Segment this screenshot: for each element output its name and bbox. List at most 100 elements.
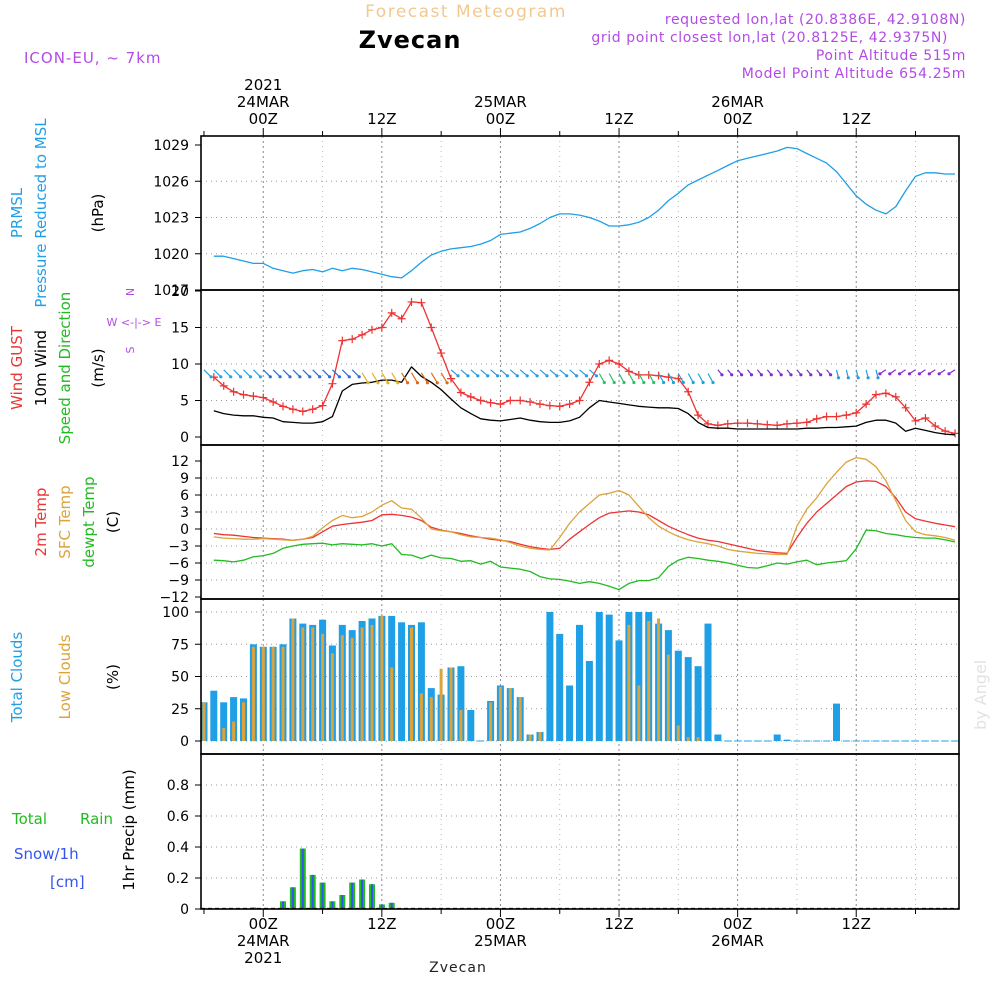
clouds-axis-label: (%) — [104, 664, 122, 690]
gust-marker — [555, 402, 564, 411]
wind-arrowhead — [347, 375, 351, 379]
footer-station: Zvecan — [429, 960, 487, 976]
total-cloud-bar — [467, 710, 475, 741]
y-tick-label: 50 — [171, 670, 189, 686]
gust-marker — [812, 414, 821, 423]
pressure-axis-label: PRMSL — [8, 187, 26, 238]
legend-rain: Rain — [80, 810, 113, 828]
wind-arrow — [341, 369, 350, 378]
y-tick-label: 0 — [180, 522, 189, 538]
wind-arrowhead — [366, 381, 370, 385]
y-tick-label: 1026 — [153, 174, 189, 190]
wind-arrowhead — [535, 374, 539, 378]
gust-marker — [891, 392, 900, 401]
y-tick-label: 25 — [171, 702, 189, 718]
wind-arrowhead — [258, 375, 262, 379]
low-cloud-bar — [261, 646, 265, 741]
wind-arrowhead — [662, 380, 666, 385]
wind-arrowhead — [496, 374, 500, 378]
wind-arrowhead — [927, 372, 931, 376]
panel-wind: 20 15 10 5 0 N W <-|-> E S Wind GUST 10m Wind Spee… — [8, 284, 960, 446]
snow-bar — [311, 874, 314, 909]
gust-marker — [427, 323, 436, 332]
pressure-series-prmsl — [213, 146, 955, 279]
wind-arrowhead — [749, 373, 754, 377]
gust-marker — [792, 419, 801, 428]
wind-arrow — [223, 369, 232, 378]
total-cloud-bar — [714, 734, 722, 741]
gust-marker — [447, 374, 456, 383]
low-cloud-bar — [538, 732, 542, 741]
bottom-time-label: 12Z — [842, 915, 871, 933]
bottom-time-label: 00Z — [249, 915, 278, 933]
wind-arrowhead — [701, 380, 705, 385]
gust-marker — [279, 402, 288, 411]
wind-arrowhead — [435, 381, 439, 385]
low-cloud-bar — [410, 627, 413, 741]
top-time-label: 00Z — [249, 110, 278, 128]
gust-marker — [249, 392, 258, 401]
total-cloud-bar — [457, 666, 465, 741]
wind-arrowhead — [476, 374, 480, 378]
wind-arrowhead — [602, 380, 606, 385]
wind-arrowhead — [888, 372, 892, 376]
wind-arrowhead — [337, 375, 341, 379]
pressure-axis-label: Pressure Reduced to MSL — [32, 118, 50, 308]
total-cloud-bar — [674, 650, 682, 741]
y-tick-label: 0 — [180, 430, 189, 446]
snow-bar — [380, 904, 383, 909]
wind-axis-label: (m/s) — [89, 348, 107, 387]
y-tick-label: −6 — [168, 556, 189, 572]
low-cloud-bar — [528, 734, 532, 741]
gust-marker — [694, 411, 703, 420]
low-cloud-bar — [518, 697, 522, 741]
y-tick-label: −12 — [159, 590, 189, 606]
gust-marker — [862, 400, 871, 409]
wind-arrowhead — [937, 372, 941, 376]
bottom-time-label: 12Z — [604, 915, 633, 933]
wind-arrowhead — [505, 374, 509, 378]
total-cloud-bar — [635, 612, 643, 741]
wind-frame — [200, 289, 960, 446]
wind-arrow — [440, 372, 448, 384]
low-cloud-bar — [370, 624, 374, 741]
wind-arrowhead — [846, 376, 850, 380]
y-tick-label: 1029 — [153, 138, 189, 154]
low-cloud-bar — [301, 627, 305, 741]
y-tick-label: 5 — [180, 394, 189, 410]
y-tick-label: 100 — [162, 605, 189, 621]
wind-compass: N W <-|-> E S — [107, 288, 162, 354]
model-altitude: Model Point Altitude 654.25m — [742, 66, 966, 82]
gust-marker — [387, 308, 396, 317]
wind-arrow — [272, 369, 281, 378]
gust-marker — [911, 416, 920, 425]
low-cloud-bar — [321, 633, 325, 741]
low-cloud-bar — [291, 618, 295, 741]
gust-marker — [377, 323, 386, 332]
wind-arrowhead — [779, 373, 783, 377]
temperature-series-dewpt-temp — [213, 529, 956, 591]
wind-series-10m-wind — [213, 366, 956, 436]
wind-arrowhead — [711, 380, 715, 385]
total-cloud-bar — [230, 697, 238, 741]
gust-marker — [239, 390, 248, 399]
gust-marker — [269, 397, 278, 406]
low-cloud-bar — [439, 668, 443, 741]
wind-arrowhead — [386, 381, 390, 385]
y-tick-label: 10 — [171, 357, 189, 373]
y-tick-label: 0 — [180, 902, 189, 918]
wind-arrowhead — [612, 380, 616, 385]
panel-pressure: 1029 1026 1023 1020 1017 PRMSL Pressure Reduce… — [8, 118, 960, 308]
wind-arrow — [420, 372, 428, 384]
snow-bar — [371, 884, 373, 909]
gust-marker — [456, 388, 465, 397]
low-cloud-bar — [627, 624, 631, 741]
gust-marker — [318, 401, 327, 410]
low-cloud-bar — [281, 646, 285, 741]
wind-axis-label: Speed and Direction — [56, 292, 74, 445]
total-cloud-bar — [615, 640, 623, 741]
low-cloud-bar — [498, 686, 502, 741]
wind-arrow — [598, 373, 605, 383]
wind-arrow — [618, 373, 625, 383]
wind-arrow — [707, 373, 714, 383]
